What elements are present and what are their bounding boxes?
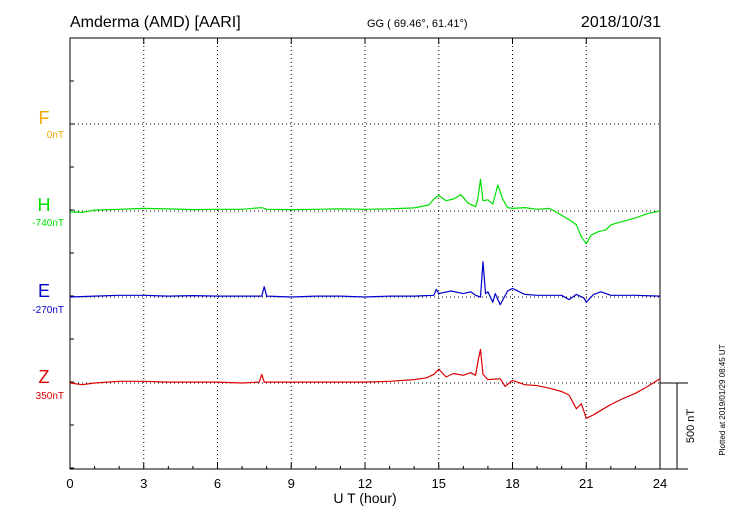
x-axis-label: U T (hour): [333, 490, 396, 506]
x-tick-label: 0: [66, 476, 73, 491]
series-name-z: Z: [39, 367, 50, 387]
date-label: 2018/10/31: [581, 14, 661, 31]
series-labels: F 0nT H -740nT E -270nT Z 350nT: [32, 108, 64, 402]
trace-e: [69, 261, 661, 306]
series-baseline-e: -270nT: [32, 305, 64, 316]
x-tick-label: 18: [505, 476, 519, 491]
series-name-h: H: [38, 195, 51, 215]
plotted-at-note: Plotted at 2019/01/29 08:45 UT: [718, 344, 727, 455]
trace-z: [69, 348, 661, 419]
series-baseline-z: 350nT: [36, 391, 64, 402]
vertical-gridlines: [143, 38, 587, 469]
x-tick-label: 9: [288, 476, 295, 491]
station-title: Amderma (AMD) [AARI]: [70, 14, 241, 31]
x-axis-ticks: 0 3 6 9 12 15 18 21 24: [66, 38, 667, 491]
trace-h: [69, 178, 661, 245]
x-tick-label: 24: [653, 476, 667, 491]
series-name-f: F: [39, 108, 50, 128]
series-name-e: E: [38, 281, 50, 301]
traces: [69, 178, 661, 419]
x-tick-label: 21: [579, 476, 593, 491]
scale-bar: 500 nT: [660, 382, 697, 470]
series-baseline-f: 0nT: [47, 130, 64, 141]
coords-label: GG ( 69.46°, 61.41°): [367, 18, 468, 30]
x-tick-label: 3: [140, 476, 147, 491]
scale-bar-label: 500 nT: [685, 409, 697, 444]
x-tick-label: 12: [358, 476, 372, 491]
x-tick-label: 6: [214, 476, 221, 491]
series-baseline-h: -740nT: [32, 218, 64, 229]
baseline-gridlines: [70, 80, 660, 469]
x-tick-label: 15: [432, 476, 446, 491]
